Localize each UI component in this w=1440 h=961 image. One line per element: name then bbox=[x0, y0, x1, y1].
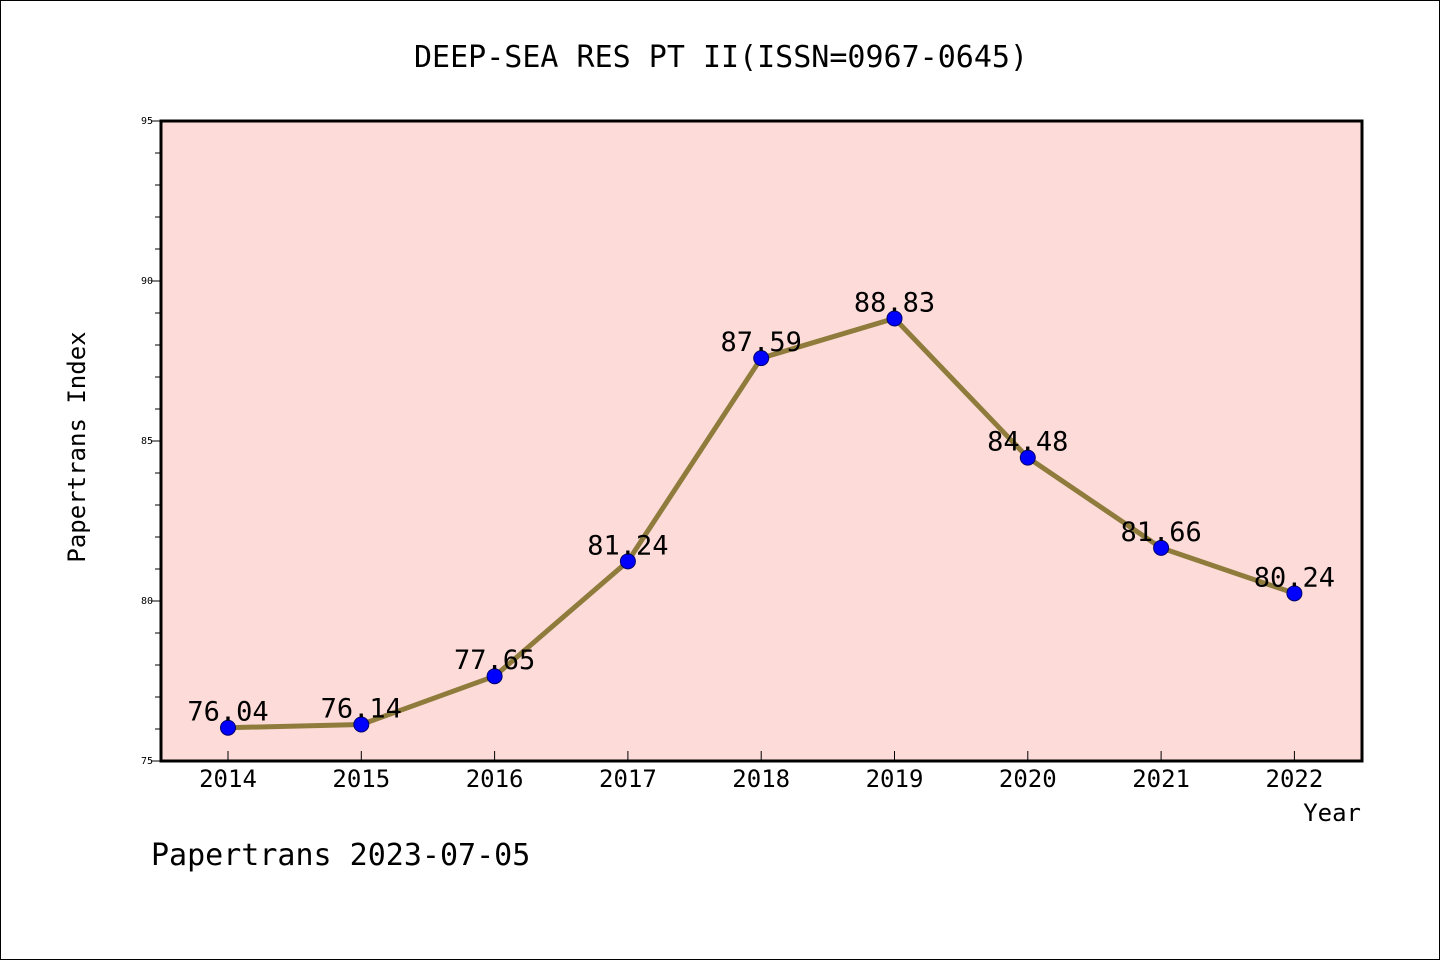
data-labels: 76.04 76.14 77.65 81.24 87.59 88.83 84.48 81.66… bbox=[187, 287, 1335, 727]
footer-credit: Papertrans 2023-07-05 bbox=[151, 838, 530, 873]
data-series bbox=[220, 310, 1303, 736]
x-tick-label: 2021 bbox=[1132, 765, 1190, 793]
data-point bbox=[1286, 585, 1303, 602]
data-label: 76.04 bbox=[187, 697, 268, 728]
data-label: 81.66 bbox=[1120, 517, 1201, 548]
x-tick-label: 2014 bbox=[199, 765, 257, 793]
data-label: 84.48 bbox=[987, 427, 1068, 458]
data-label: 88.83 bbox=[854, 287, 935, 318]
y-tick-label: 80 bbox=[141, 596, 153, 607]
data-point bbox=[1153, 539, 1170, 556]
x-tick-label: 2018 bbox=[732, 765, 790, 793]
x-tick-label: 2015 bbox=[332, 765, 390, 793]
y-tick-label: 85 bbox=[141, 436, 153, 447]
x-axis-label: Year bbox=[1303, 799, 1361, 827]
x-tick-label: 2022 bbox=[1266, 765, 1324, 793]
data-label: 81.24 bbox=[587, 530, 668, 561]
plot-area bbox=[159, 119, 1364, 763]
data-label: 77.65 bbox=[454, 645, 535, 676]
y-tick-label: 95 bbox=[141, 116, 153, 127]
x-tick-label: 2016 bbox=[466, 765, 524, 793]
y-tick-label: 75 bbox=[141, 756, 153, 767]
x-tick-label: 2020 bbox=[999, 765, 1057, 793]
y-tick-label: 90 bbox=[141, 276, 153, 287]
data-point bbox=[886, 310, 903, 327]
y-axis: 75 80 85 90 95 bbox=[141, 116, 161, 767]
data-point bbox=[353, 716, 370, 733]
x-axis: 2014 2015 2016 2017 2018 2019 2020 2021 2022 bbox=[199, 751, 1323, 793]
x-tick-label: 2017 bbox=[599, 765, 657, 793]
data-point bbox=[220, 719, 236, 736]
data-point bbox=[1019, 449, 1036, 466]
data-point bbox=[486, 668, 503, 685]
data-point bbox=[753, 350, 770, 367]
y-axis-label: Papertrans Index bbox=[63, 331, 91, 562]
chart-title: DEEP-SEA RES PT II(ISSN=0967-0645) bbox=[414, 40, 1028, 75]
data-point bbox=[619, 553, 636, 570]
data-label: 80.24 bbox=[1254, 562, 1335, 593]
data-label: 76.14 bbox=[321, 694, 402, 725]
x-tick-label: 2019 bbox=[866, 765, 924, 793]
data-label: 87.59 bbox=[721, 327, 802, 358]
